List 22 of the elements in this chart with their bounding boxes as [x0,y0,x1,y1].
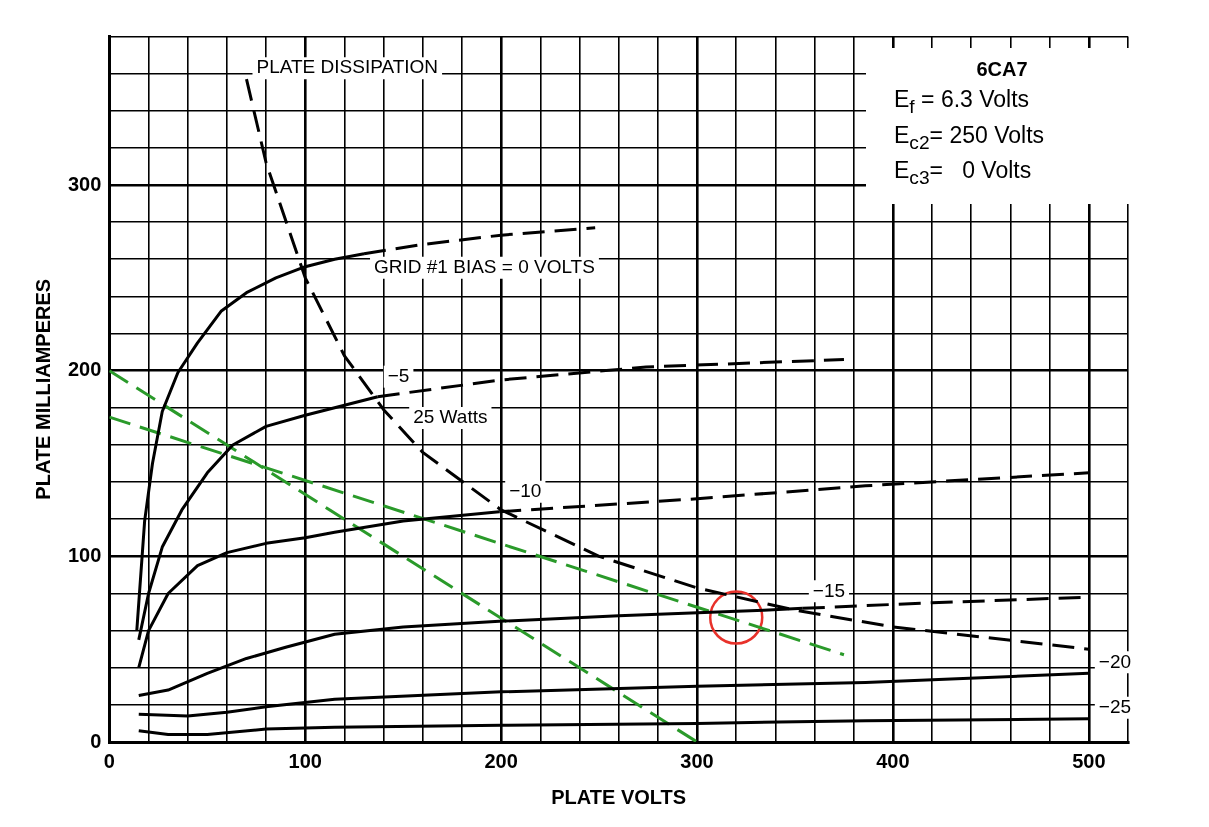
x-tick-label: 100 [288,749,322,772]
annotation: E$_{f}$ = 6.3 Volts [893,85,1031,119]
series-label: PLATE DISSIPATION [256,56,439,78]
y-tick-label: 200 [67,358,102,381]
y-tick-label: 300 [67,172,102,195]
x-axis-title: PLATE VOLTS [551,785,687,808]
series-label: −5 [387,364,410,386]
annotation: 25 Watts [413,406,488,428]
annotation: E$_{c2}$= 250 Volts [893,120,1046,155]
annotation: E$_{c3}$= 0 Volts [893,156,1033,190]
series-label: −25 [1098,696,1132,718]
y-tick-label: 0 [90,729,102,752]
x-tick-label: 500 [1072,749,1106,772]
x-tick-label: 300 [680,749,714,772]
x-tick-label: 400 [876,749,910,772]
series-label: −10 [509,480,542,502]
series-label: −15 [812,579,846,601]
series-label: GRID #1 BIAS = 0 VOLTS [374,255,595,277]
x-tick-label: 200 [484,749,518,772]
series-label: −20 [1098,650,1132,672]
y-tick-label: 100 [67,543,102,566]
y-axis-title: PLATE MILLIAMPERES [31,278,54,500]
